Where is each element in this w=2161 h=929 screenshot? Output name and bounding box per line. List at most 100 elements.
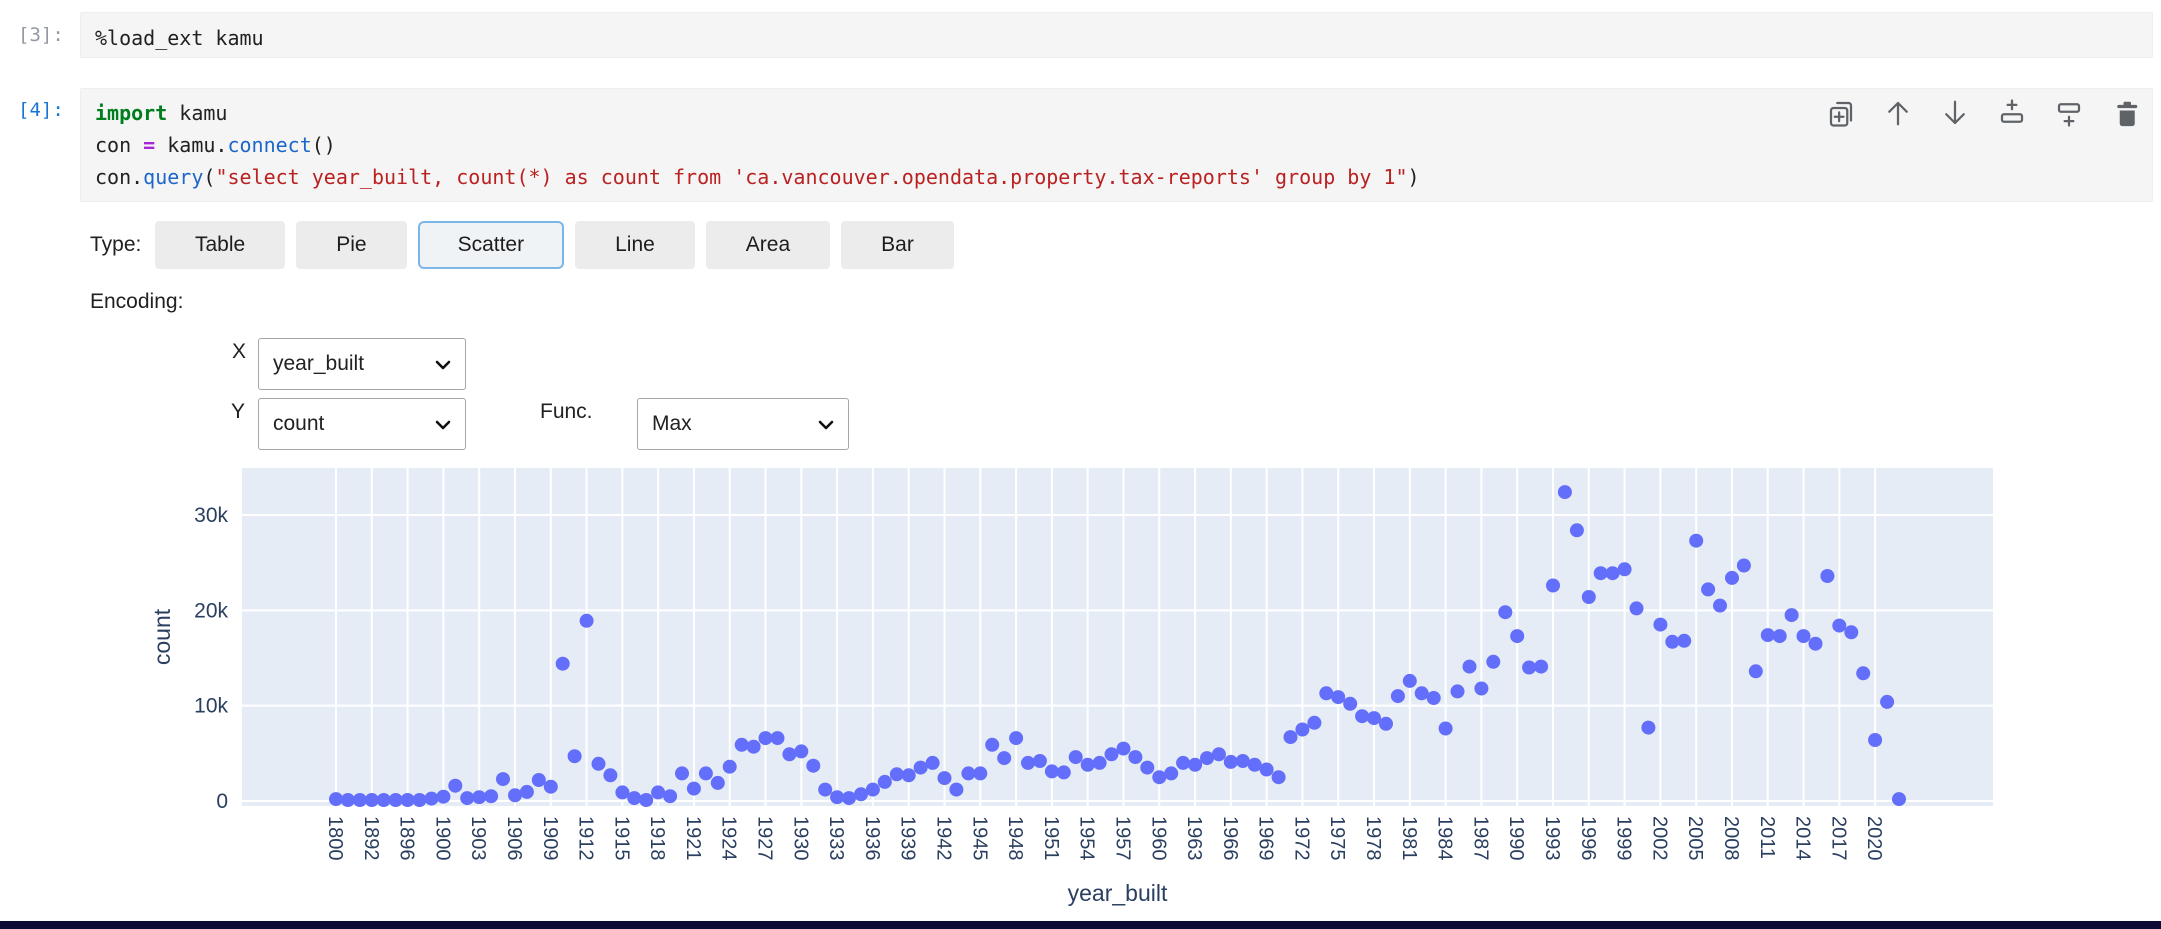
- scatter-point: [675, 766, 689, 781]
- scatter-point: [710, 775, 725, 790]
- delete-cell-icon[interactable]: [2111, 98, 2141, 128]
- code-line[interactable]: import kamu: [95, 97, 2138, 129]
- scatter-point: [1104, 747, 1119, 762]
- scatter-point: [376, 793, 391, 807]
- code-token: %load_ext kamu: [95, 26, 264, 50]
- x-tick-label: 2011: [1756, 816, 1778, 859]
- scatter-point: [973, 766, 988, 781]
- scatter-point: [1868, 733, 1883, 747]
- func-label: Func.: [540, 400, 593, 423]
- y-tick-label: 10k: [194, 695, 228, 718]
- scatter-point: [1295, 722, 1310, 737]
- x-tick-label: 1990: [1505, 816, 1527, 861]
- duplicate-cell-icon[interactable]: [1826, 98, 1856, 128]
- scatter-point: [794, 744, 809, 759]
- scatter-point: [567, 749, 582, 764]
- scatter-point: [508, 788, 522, 803]
- scatter-point: [531, 773, 546, 787]
- scatter-point: [591, 756, 606, 771]
- x-tick-label: 1939: [897, 816, 919, 861]
- y-encoding-select[interactable]: count: [258, 398, 466, 450]
- func-value: Max: [652, 412, 692, 435]
- x-encoding-select[interactable]: year_built: [258, 338, 466, 390]
- scatter-point: [1080, 757, 1095, 772]
- scatter-point: [1021, 755, 1035, 770]
- scatter-point: [698, 766, 713, 781]
- scatter-point: [1235, 754, 1250, 768]
- scatter-plot-canvas[interactable]: 0 10k 20k 30k 1800 1892 1896 1900 1903 1906 1909 19…: [0, 452, 2161, 929]
- scatter-point: [1593, 566, 1608, 581]
- type-button-pie[interactable]: Pie: [296, 221, 407, 269]
- move-cell-up-icon[interactable]: [1883, 98, 1913, 128]
- scatter-point: [1414, 686, 1429, 701]
- move-cell-down-icon[interactable]: [1940, 98, 1970, 128]
- scatter-point: [1665, 634, 1680, 649]
- type-button-area[interactable]: Area: [705, 221, 831, 269]
- scatter-point: [1546, 578, 1560, 593]
- cell4-code-input[interactable]: import kamu con = kamu.connect() con.query…: [80, 88, 2153, 202]
- code-line[interactable]: con = kamu.connect(): [95, 129, 2138, 161]
- type-button-table[interactable]: Table: [155, 221, 286, 269]
- y-encoding-label: Y: [231, 400, 246, 423]
- x-tick-label: 1800: [324, 816, 346, 861]
- x-tick-label: 1933: [825, 816, 847, 861]
- scatter-point: [1725, 570, 1739, 585]
- x-tick-label: 1936: [861, 816, 883, 861]
- x-tick-label: 2005: [1684, 816, 1706, 861]
- insert-cell-above-icon[interactable]: [1997, 98, 2027, 128]
- scatter-point: [997, 751, 1012, 766]
- code-token: con: [95, 133, 144, 157]
- x-tick-label: 1912: [575, 816, 597, 861]
- scatter-point: [1892, 792, 1906, 807]
- scatter-point: [1188, 757, 1203, 772]
- type-button-bar[interactable]: Bar: [841, 221, 954, 269]
- scatter-point: [1450, 684, 1465, 699]
- func-select[interactable]: Max: [637, 398, 849, 450]
- type-button-line[interactable]: Line: [575, 221, 695, 269]
- scatter-point: [1629, 601, 1644, 616]
- scatter-point: [1211, 747, 1226, 762]
- scatter-point: [1820, 569, 1835, 583]
- scatter-point: [1522, 660, 1537, 675]
- scatter-point: [1844, 625, 1859, 640]
- scatter-point: [1176, 755, 1191, 770]
- scatter-point: [1116, 741, 1131, 756]
- scatter-point: [519, 784, 534, 799]
- scatter-point: [340, 793, 355, 807]
- chevron-down-icon: [818, 420, 834, 430]
- scatter-point: [937, 771, 952, 786]
- type-button-scatter[interactable]: Scatter: [417, 221, 565, 269]
- scatter-point: [1581, 590, 1596, 604]
- x-tick-label: 1969: [1255, 816, 1277, 861]
- code-line[interactable]: %load_ext kamu: [95, 22, 2138, 54]
- scatter-point: [412, 793, 427, 807]
- scatter-point: [1832, 618, 1847, 633]
- scatter-point: [1367, 711, 1381, 726]
- scatter-point: [830, 790, 845, 805]
- cell3-code-input[interactable]: %load_ext kamu: [80, 12, 2153, 58]
- scatter-point: [496, 772, 510, 787]
- scatter-point: [865, 782, 880, 797]
- x-tick-label: 2020: [1863, 816, 1885, 861]
- insert-cell-below-icon[interactable]: [2054, 98, 2084, 128]
- x-tick-label: 1999: [1613, 816, 1635, 861]
- scatter-point: [615, 785, 630, 800]
- scatter-point: [961, 766, 976, 781]
- scatter-point: [1772, 629, 1787, 644]
- scatter-point: [1808, 636, 1823, 651]
- scatter-point: [484, 789, 499, 804]
- scatter-point: [436, 789, 451, 804]
- x-tick-label: 1942: [932, 816, 954, 861]
- scatter-point: [1689, 533, 1704, 548]
- code-line[interactable]: con.query("select year_built, count(*) a…: [95, 161, 2138, 193]
- scatter-point: [1438, 721, 1453, 736]
- chart-type-buttons: Table Pie Scatter Line Area Bar: [155, 221, 954, 269]
- scatter-point: [746, 739, 761, 754]
- scatter-point: [1617, 562, 1632, 577]
- scatter-point: [1128, 750, 1143, 765]
- code-token: query: [143, 165, 204, 189]
- y-tick-label: 30k: [194, 504, 228, 527]
- scatter-point: [806, 758, 821, 773]
- scatter-point: [1880, 694, 1895, 709]
- scatter-point: [1653, 617, 1668, 632]
